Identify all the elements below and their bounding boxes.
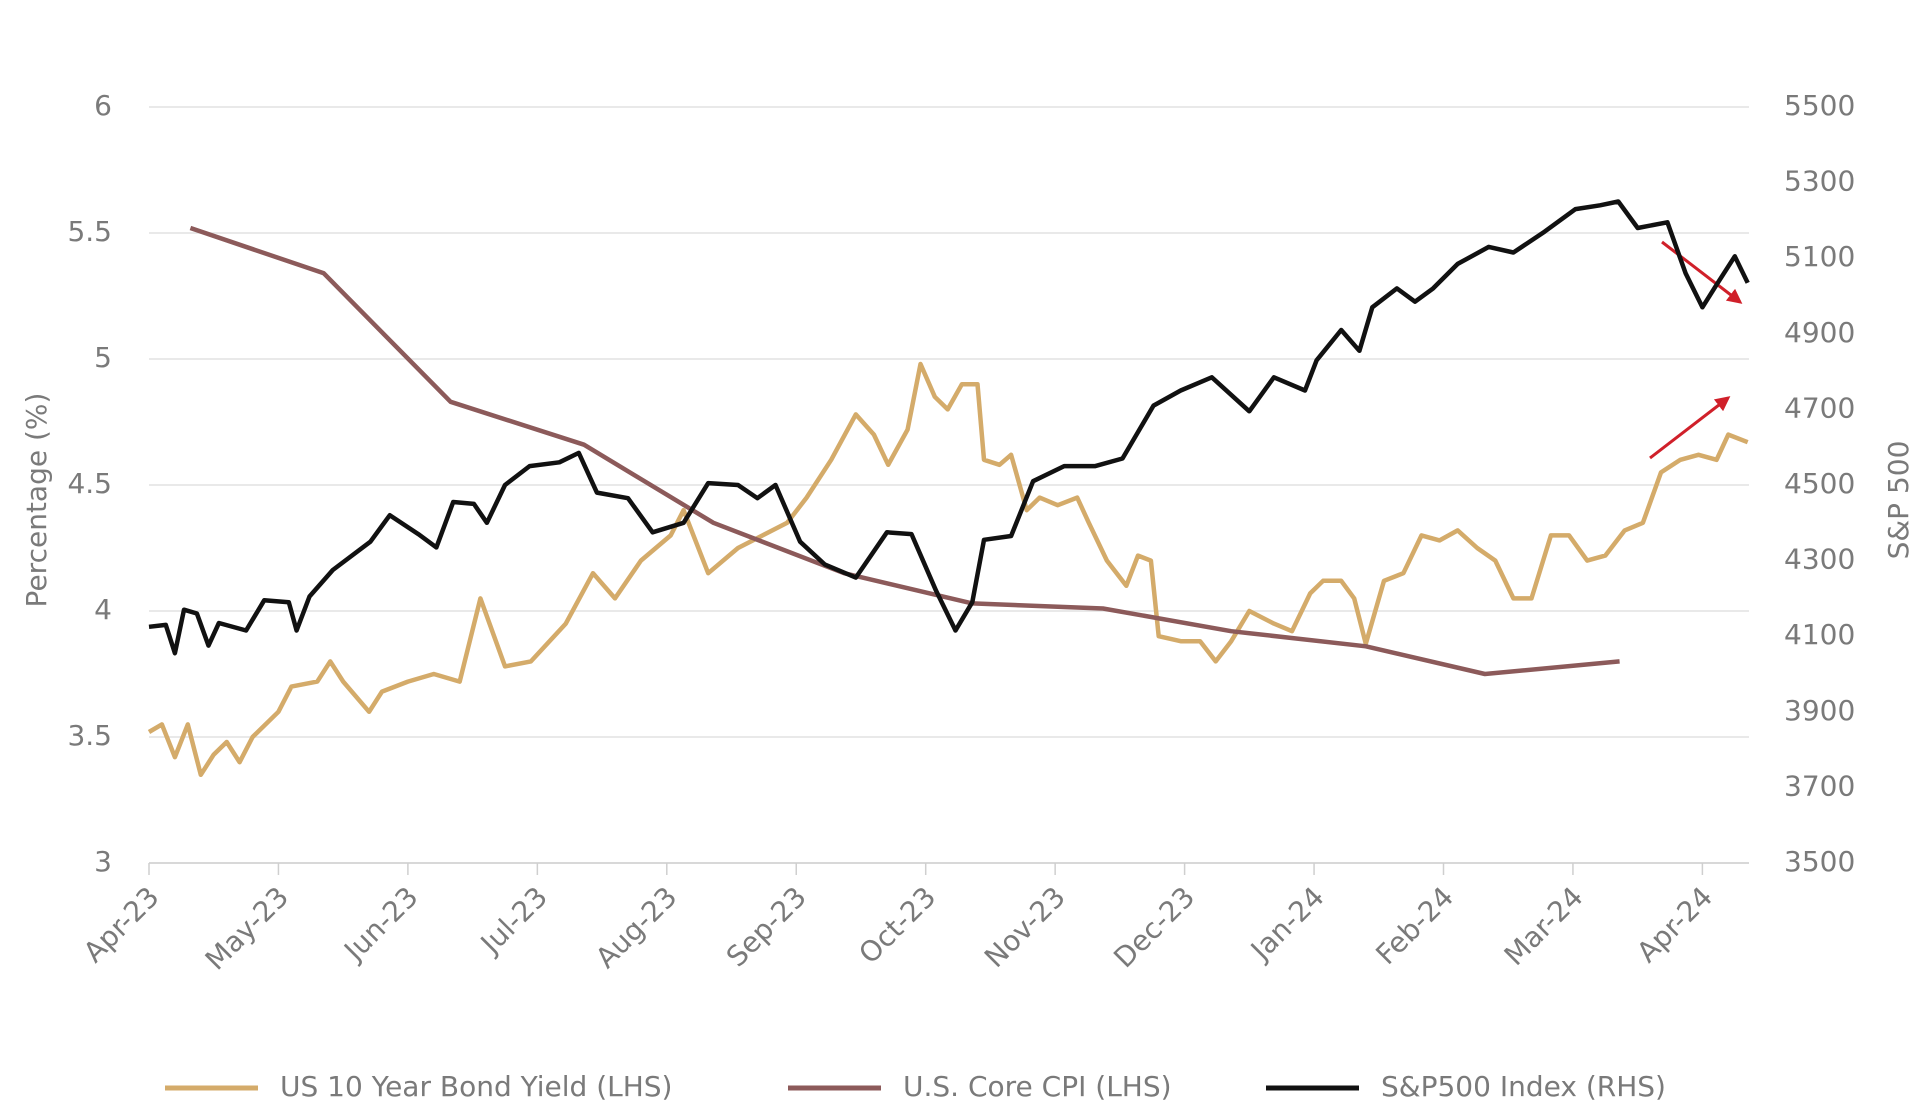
y-tick-label: 5 [94, 341, 112, 374]
y2-axis-label: S&P 500 [1882, 441, 1915, 560]
y-axis-label: Percentage (%) [20, 393, 53, 608]
y-tick-label: 3.5 [67, 719, 112, 752]
y2-tick-label: 3500 [1784, 845, 1855, 878]
x-tick-label: Sep-23 [720, 880, 813, 973]
y2-tick-label: 4500 [1784, 467, 1855, 500]
x-tick-label: Jul-23 [473, 880, 554, 961]
series-line [147, 361, 1749, 778]
y2-tick-label: 4900 [1784, 316, 1855, 349]
y-tick-label: 3 [94, 845, 112, 878]
x-tick-label: Apr-23 [77, 880, 166, 969]
y2-tick-label: 3700 [1784, 769, 1855, 802]
x-tick-label: Feb-24 [1369, 880, 1460, 971]
x-tick-label: Aug-23 [589, 880, 683, 974]
y2-tick-label: 5300 [1784, 165, 1855, 198]
y2-tick-label: 5100 [1784, 240, 1855, 273]
y-tick-label: 6 [94, 89, 112, 122]
x-tick-label: Dec-23 [1107, 880, 1201, 974]
y-tick-label: 4.5 [67, 467, 112, 500]
x-tick-label: Nov-23 [978, 880, 1072, 974]
y2-tick-label: 4100 [1784, 618, 1855, 651]
x-tick-label: May-23 [199, 880, 295, 976]
legend-label: S&P500 Index (RHS) [1381, 1070, 1666, 1103]
legend-label: U.S. Core CPI (LHS) [903, 1070, 1172, 1103]
x-tick-label: Apr-24 [1630, 880, 1719, 969]
legend-label: US 10 Year Bond Yield (LHS) [280, 1070, 672, 1103]
series-line [189, 225, 1620, 677]
annotation-arrow-down [1661, 240, 1743, 304]
x-tick-label: Oct-23 [852, 880, 942, 970]
x-tick-label: Mar-24 [1498, 880, 1590, 972]
y2-tick-label: 3900 [1784, 694, 1855, 727]
x-tick-label: Jun-23 [336, 880, 424, 968]
y-tick-label: 4 [94, 593, 112, 626]
series-line [148, 199, 1750, 656]
annotation-arrow-up [1649, 396, 1731, 460]
y2-tick-label: 4700 [1784, 391, 1855, 424]
y-tick-label: 5.5 [67, 215, 112, 248]
y2-tick-label: 4300 [1784, 543, 1855, 576]
x-tick-label: Jan-24 [1243, 880, 1331, 968]
y2-tick-label: 5500 [1784, 89, 1855, 122]
